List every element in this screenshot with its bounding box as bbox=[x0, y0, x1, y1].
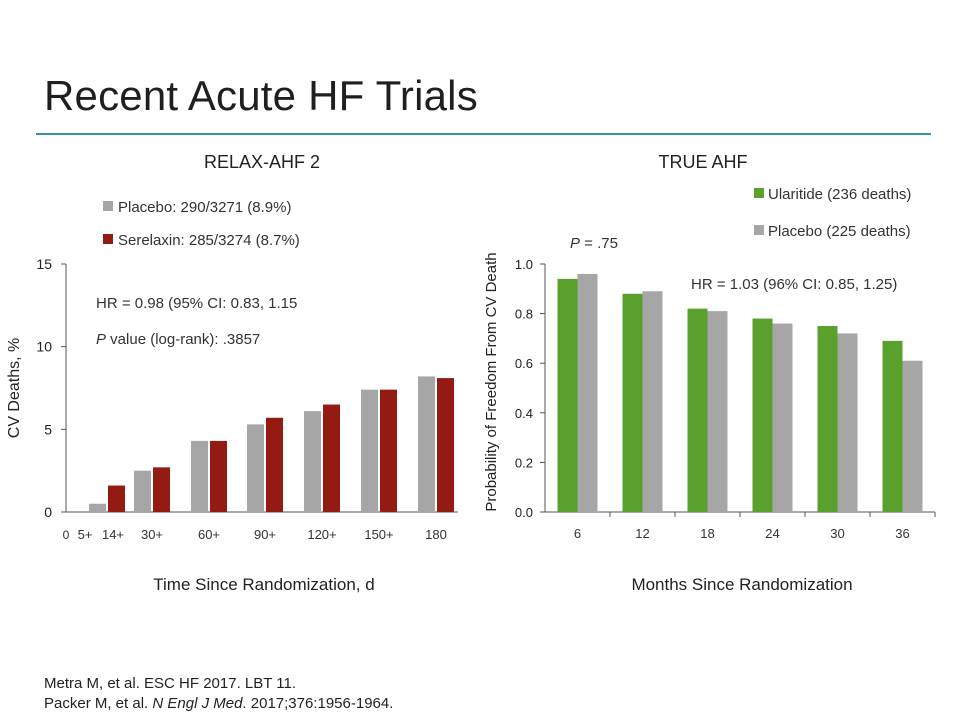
chart2-pvalue-annotation-italic: P bbox=[570, 235, 580, 252]
chart2-title: TRUE AHF bbox=[658, 152, 747, 172]
chart2-pvalue-annotation-rest: = .75 bbox=[580, 235, 618, 252]
chart1-x-tick-label: 180 bbox=[425, 527, 447, 542]
chart1-bar-serelaxin bbox=[153, 467, 170, 512]
chart2-bar-placebo bbox=[772, 323, 793, 512]
reference-2-journal: N Engl J Med bbox=[152, 695, 243, 712]
chart2-y-axis-label: Probability of Freedom From CV Death bbox=[483, 252, 500, 511]
chart1-pvalue-annotation-italic: P bbox=[96, 331, 106, 348]
chart1-x-tick-label: 14+ bbox=[102, 527, 124, 542]
chart1-bar-placebo bbox=[304, 411, 321, 512]
chart1-hr-annotation: HR = 0.98 (95% CI: 0.83, 1.15 bbox=[96, 295, 297, 312]
chart2-x-tick-label: 24 bbox=[765, 526, 779, 541]
chart2-hr-annotation: HR = 1.03 (96% CI: 0.85, 1.25) bbox=[691, 276, 897, 293]
chart1-x-tick-label: 30+ bbox=[141, 527, 163, 542]
slide-title: Recent Acute HF Trials bbox=[44, 72, 478, 119]
chart2-y-tick-label: 0.0 bbox=[515, 505, 533, 520]
chart1-y-tick-label: 5 bbox=[44, 421, 52, 437]
chart2-bar-placebo bbox=[837, 333, 858, 512]
chart2-bar-ularitide bbox=[557, 278, 578, 512]
chart2-pvalue-annotation: P = .75 bbox=[570, 235, 618, 252]
chart2-y-tick-label: 0.2 bbox=[515, 455, 533, 470]
reference-2: Packer M, et al. N Engl J Med. 2017;376:… bbox=[44, 694, 393, 714]
chart1-bar-serelaxin bbox=[108, 485, 125, 512]
chart2-legend-label-2: Placebo (225 deaths) bbox=[768, 223, 911, 240]
chart2-bar-placebo bbox=[642, 291, 663, 512]
chart1-bar-serelaxin bbox=[210, 440, 227, 512]
chart1-x-axis-label: Time Since Randomization, d bbox=[153, 575, 374, 594]
chart1-x-tick-label: 60+ bbox=[198, 527, 220, 542]
chart1-bar-placebo bbox=[418, 376, 435, 512]
reference-2-citation: . 2017;376:1956-1964. bbox=[242, 695, 394, 712]
chart1-bar-serelaxin bbox=[437, 378, 454, 512]
chart1-bar-placebo bbox=[247, 424, 264, 512]
reference-2-authors: Packer M, et al. bbox=[44, 695, 153, 712]
chart2-legend-swatch-1 bbox=[754, 188, 764, 198]
chart2-y-tick-label: 0.4 bbox=[515, 406, 533, 421]
chart2-bar-ularitide bbox=[882, 340, 903, 512]
reference-1: Metra M, et al. ESC HF 2017. LBT 11. bbox=[44, 675, 297, 692]
chart1-legend-swatch-1 bbox=[103, 201, 113, 211]
chart1-x-origin-label: 0 bbox=[63, 528, 70, 542]
chart1-bar-placebo bbox=[191, 440, 208, 512]
chart1-legend-swatch-2 bbox=[103, 234, 113, 244]
chart2-x-axis-label: Months Since Randomization bbox=[631, 575, 852, 594]
chart2-bar-ularitide bbox=[622, 293, 643, 512]
chart2-bar-ularitide bbox=[687, 308, 708, 512]
chart2-bar-placebo bbox=[707, 311, 728, 512]
chart2-bar-ularitide bbox=[817, 326, 838, 512]
chart2-x-tick-label: 36 bbox=[895, 526, 909, 541]
chart1-bar-placebo bbox=[361, 389, 378, 512]
chart1-y-tick-label: 10 bbox=[36, 339, 52, 355]
chart2-bar-placebo bbox=[577, 273, 598, 512]
chart2-x-tick-label: 18 bbox=[700, 526, 714, 541]
chart1-bar-placebo bbox=[89, 503, 106, 512]
chart1-y-tick-label: 15 bbox=[36, 256, 52, 272]
references: Metra M, et al. ESC HF 2017. LBT 11. Pac… bbox=[44, 674, 393, 714]
title-divider bbox=[36, 133, 931, 135]
chart1-bar-serelaxin bbox=[380, 389, 397, 512]
chart1-bar-placebo bbox=[134, 470, 151, 512]
chart2-x-tick-label: 12 bbox=[635, 526, 649, 541]
chart1-bar-serelaxin bbox=[323, 404, 340, 512]
chart1-y-axis-label: CV Deaths, % bbox=[6, 338, 23, 438]
chart1-x-tick-label: 90+ bbox=[254, 527, 276, 542]
chart2-legend-swatch-2 bbox=[754, 225, 764, 235]
chart1-pvalue-annotation: P value (log-rank): .3857 bbox=[96, 331, 260, 348]
chart2-y-tick-label: 0.8 bbox=[515, 307, 533, 322]
chart2-y-tick-label: 1.0 bbox=[515, 257, 533, 272]
chart2-y-tick-label: 0.6 bbox=[515, 356, 533, 371]
chart1-title: RELAX-AHF 2 bbox=[204, 152, 320, 172]
chart1-y-tick-label: 0 bbox=[44, 504, 52, 520]
chart1-x-tick-label: 120+ bbox=[307, 527, 336, 542]
chart1-pvalue-annotation-rest: value (log-rank): .3857 bbox=[106, 331, 260, 348]
chart2-bar-ularitide bbox=[752, 318, 773, 512]
chart1-legend-label-1: Placebo: 290/3271 (8.9%) bbox=[118, 199, 291, 216]
chart2-x-tick-label: 6 bbox=[574, 526, 581, 541]
chart2-x-tick-label: 30 bbox=[830, 526, 844, 541]
chart1-x-tick-label: 5+ bbox=[78, 527, 93, 542]
chart1-bar-serelaxin bbox=[266, 417, 283, 512]
chart1-x-tick-label: 150+ bbox=[364, 527, 393, 542]
chart1-legend-label-2: Serelaxin: 285/3274 (8.7%) bbox=[118, 232, 300, 249]
chart2-legend-label-1: Ularitide (236 deaths) bbox=[768, 186, 911, 203]
chart2-bar-placebo bbox=[902, 360, 923, 512]
